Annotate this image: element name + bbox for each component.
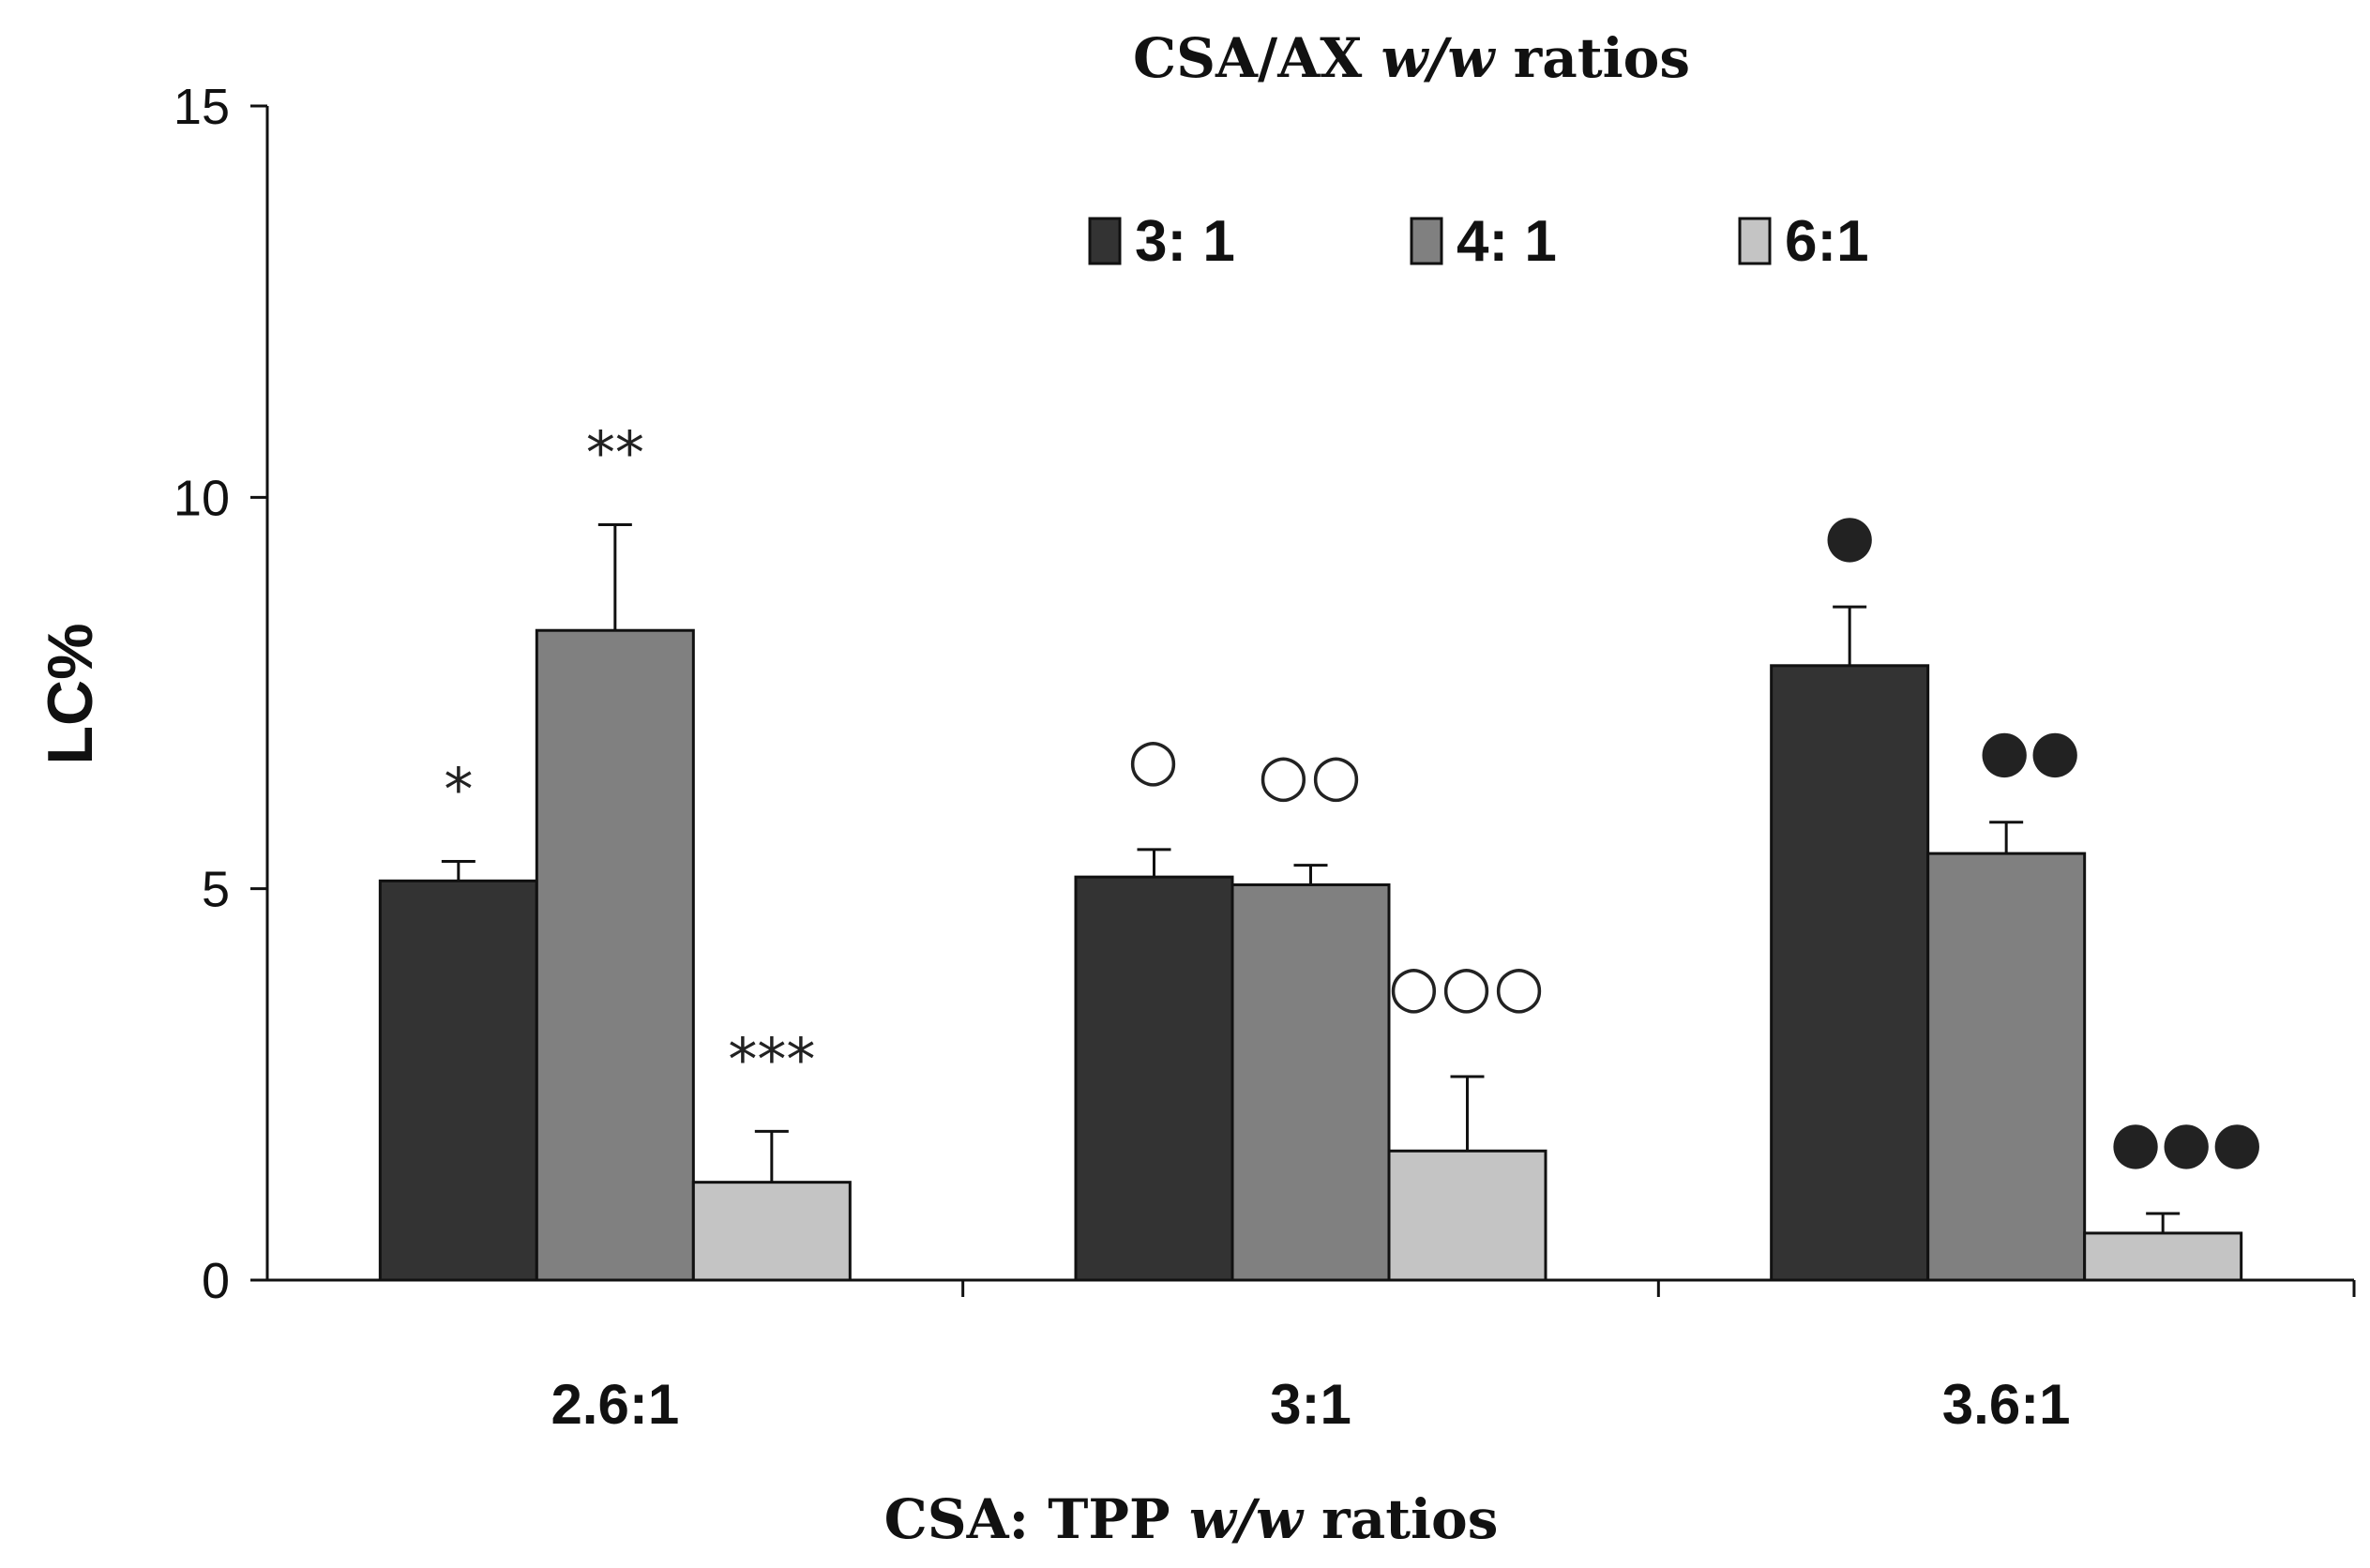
significance-marker: ○○ [1258, 741, 1363, 809]
y-axis-label: LC% [35, 623, 106, 764]
bar [2083, 1231, 2243, 1282]
x-axis-ticks: 2.6:1 3:1 3.6:1 [551, 1280, 2356, 1436]
x-axis-title: CSA: TPP w/w ratios [884, 1487, 1499, 1551]
legend-label: 6:1 [1785, 209, 1869, 274]
x-category-label: 3.6:1 [1942, 1373, 2071, 1436]
legend-label: 3: 1 [1135, 209, 1235, 274]
significance-marker: ** [586, 419, 644, 488]
bar [1074, 875, 1234, 1282]
error-bars [441, 523, 2181, 1233]
y-axis-ticks: 0 5 10 15 [174, 79, 267, 1309]
x-category-label: 3:1 [1270, 1373, 1351, 1436]
bar [1770, 664, 1930, 1282]
y-tick-label: 5 [202, 862, 230, 918]
bar [1230, 882, 1391, 1282]
x-category-label: 2.6:1 [551, 1373, 679, 1436]
significance-marker: * [444, 755, 473, 823]
bar [1926, 852, 2087, 1282]
bar [691, 1181, 852, 1282]
significance-marker: ○ [1127, 725, 1180, 793]
significance-annotations: * ○ ● ** ○○ ●● *** ○○○ ●●● [444, 419, 2262, 1177]
chart-title: CSA/AX w/w ratios [1133, 26, 1690, 90]
significance-marker: *** [728, 1025, 815, 1093]
y-tick-label: 15 [174, 79, 230, 135]
legend-swatch [1410, 217, 1443, 265]
significance-marker: ●●● [2110, 1108, 2262, 1176]
bar [535, 628, 695, 1282]
y-tick-label: 0 [202, 1253, 230, 1309]
y-tick-label: 10 [174, 470, 230, 526]
significance-marker: ○○○ [1388, 952, 1546, 1020]
legend-swatch [1738, 217, 1772, 265]
bar [378, 879, 538, 1282]
legend-label: 4: 1 [1457, 209, 1557, 274]
bar-marks [378, 628, 2243, 1282]
legend: 3: 1 4: 1 6:1 [1088, 209, 1869, 274]
significance-marker: ●● [1979, 716, 2080, 785]
bar [1387, 1149, 1547, 1282]
legend-swatch [1088, 217, 1122, 265]
significance-marker: ● [1824, 501, 1875, 569]
